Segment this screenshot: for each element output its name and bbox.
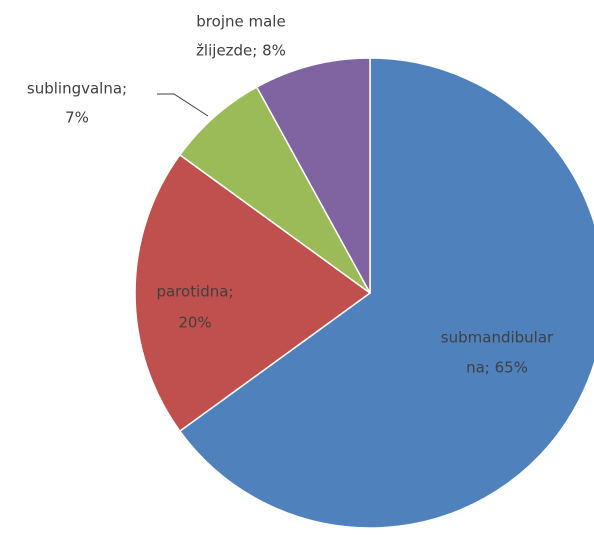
pie-slice — [134, 153, 372, 433]
pie-slice — [255, 57, 371, 294]
data-label: brojne male — [196, 13, 285, 31]
pie-slice — [178, 86, 371, 294]
leader-line — [157, 93, 209, 117]
data-label: parotidna; — [156, 283, 233, 301]
data-label: 7% — [65, 109, 89, 127]
data-label: 20% — [178, 314, 211, 332]
data-label: žlijezde; 8% — [196, 42, 286, 60]
data-label: na; 65% — [466, 359, 528, 377]
data-label: submandibular — [441, 329, 554, 347]
data-label: sublingvalna; — [27, 80, 127, 98]
pie-slice — [178, 57, 594, 529]
